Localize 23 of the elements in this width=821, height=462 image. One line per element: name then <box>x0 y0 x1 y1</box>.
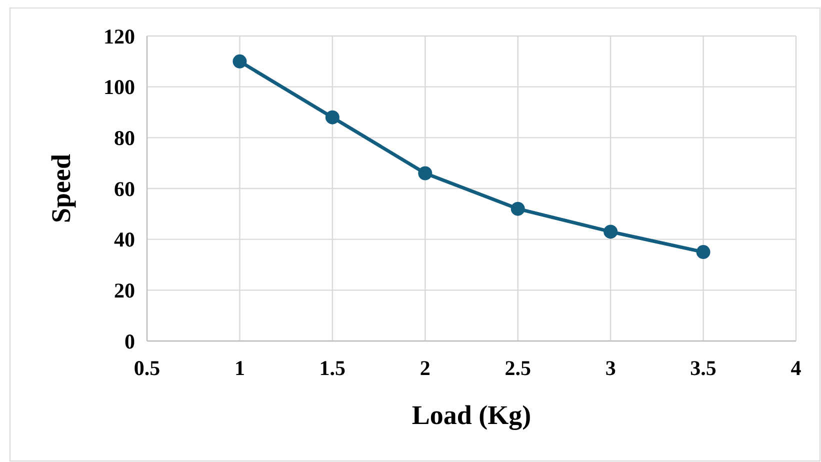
x-tick-label: 3.5 <box>690 356 716 380</box>
point <box>418 166 432 180</box>
point <box>510 202 525 216</box>
x-tick-label: 4 <box>790 356 802 380</box>
x-tick-label: 2 <box>420 356 430 380</box>
x-tick-label: 3 <box>605 356 616 380</box>
x-tick-label: 1 <box>234 356 245 380</box>
y-tick-label: 40 <box>114 228 135 252</box>
x-axis-title: Load (Kg) <box>412 400 532 430</box>
point <box>325 110 340 124</box>
x-tick-label: 2.5 <box>504 356 531 380</box>
y-tick-label: 60 <box>114 176 135 201</box>
y-tick-label: 80 <box>114 126 135 150</box>
point <box>696 245 710 260</box>
point <box>232 54 247 68</box>
y-tick-label: 120 <box>104 24 135 48</box>
x-tick-label: 0.5 <box>134 356 160 380</box>
y-tick-label: 100 <box>104 75 135 100</box>
x-tick-label: 1.5 <box>319 356 346 380</box>
point <box>604 224 618 239</box>
y-tick-label: 20 <box>114 278 135 303</box>
y-axis-title: Speed <box>46 154 76 224</box>
y-tick-label: 0 <box>124 329 135 354</box>
